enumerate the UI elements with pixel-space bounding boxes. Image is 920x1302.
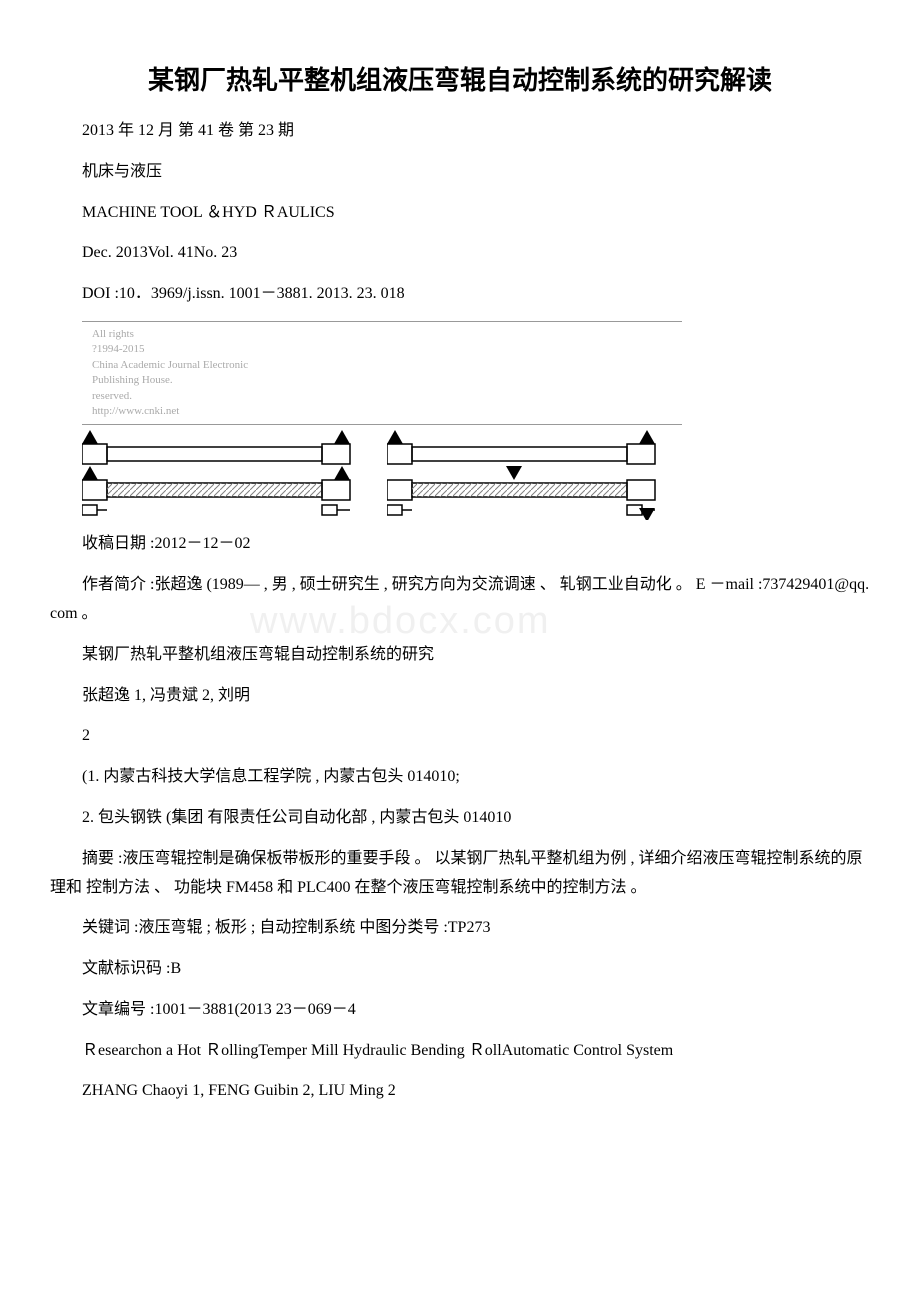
received-date: 收稿日期 :2012－12－02: [50, 530, 870, 559]
doi: DOI :10．3969/j.issn. 1001－3881. 2013. 23…: [50, 280, 870, 309]
journal-date-vol: 2013 年 12 月 第 41 卷 第 23 期: [50, 117, 870, 146]
authors-english: ZHANG Chaoyi 1, FENG Guibin 2, LIU Ming …: [50, 1077, 870, 1106]
article-number: 文章编号 :1001－3881(2013 23－069－4: [50, 996, 870, 1025]
copyright-line: ?1994-2015: [92, 342, 672, 357]
abstract-cn: 摘要 :液压弯辊控制是确保板带板形的重要手段 。 以某钢厂热轧平整机组为例 , …: [50, 845, 870, 903]
keywords-cn: 关键词 :液压弯辊 ; 板形 ; 自动控制系统 中图分类号 :TP273: [50, 914, 870, 943]
authors: 张超逸 1, 冯贵斌 2, 刘明: [50, 682, 870, 711]
roller-schematic: [82, 430, 682, 520]
copyright-line: All rights: [92, 327, 672, 342]
roller-diagram-container: All rights ?1994-2015 China Academic Jou…: [82, 321, 682, 520]
copyright-notice: All rights ?1994-2015 China Academic Jou…: [82, 321, 682, 425]
copyright-line: Publishing House.: [92, 373, 672, 388]
title-english: Ｒesearchon a Hot ＲollingTemper Mill Hydr…: [50, 1037, 870, 1066]
author-suffix: 2: [50, 722, 870, 751]
affiliation-1: (1. 内蒙古科技大学信息工程学院 , 内蒙古包头 014010;: [50, 763, 870, 792]
copyright-line: http://www.cnki.net: [92, 404, 672, 419]
copyright-line: China Academic Journal Electronic: [92, 358, 672, 373]
document-code: 文献标识码 :B: [50, 955, 870, 984]
author-bio: 作者简介 :张超逸 (1989— , 男 , 硕士研究生 , 研究方向为交流调速…: [50, 571, 870, 629]
journal-name-cn: 机床与液压: [50, 158, 870, 187]
roller-unit-left: [82, 430, 372, 520]
affiliation-2: 2. 包头钢铁 (集团 有限责任公司自动化部 , 内蒙古包头 014010: [50, 804, 870, 833]
publication-info: Dec. 2013Vol. 41No. 23: [50, 239, 870, 268]
roller-unit-right: [387, 430, 677, 520]
copyright-line: reserved.: [92, 389, 672, 404]
journal-name-en: MACHINE TOOL ＆HYD ＲAULICS: [50, 199, 870, 228]
document-title: 某钢厂热轧平整机组液压弯辊自动控制系统的研究解读: [50, 60, 870, 97]
paper-title: 某钢厂热轧平整机组液压弯辊自动控制系统的研究: [50, 641, 870, 670]
